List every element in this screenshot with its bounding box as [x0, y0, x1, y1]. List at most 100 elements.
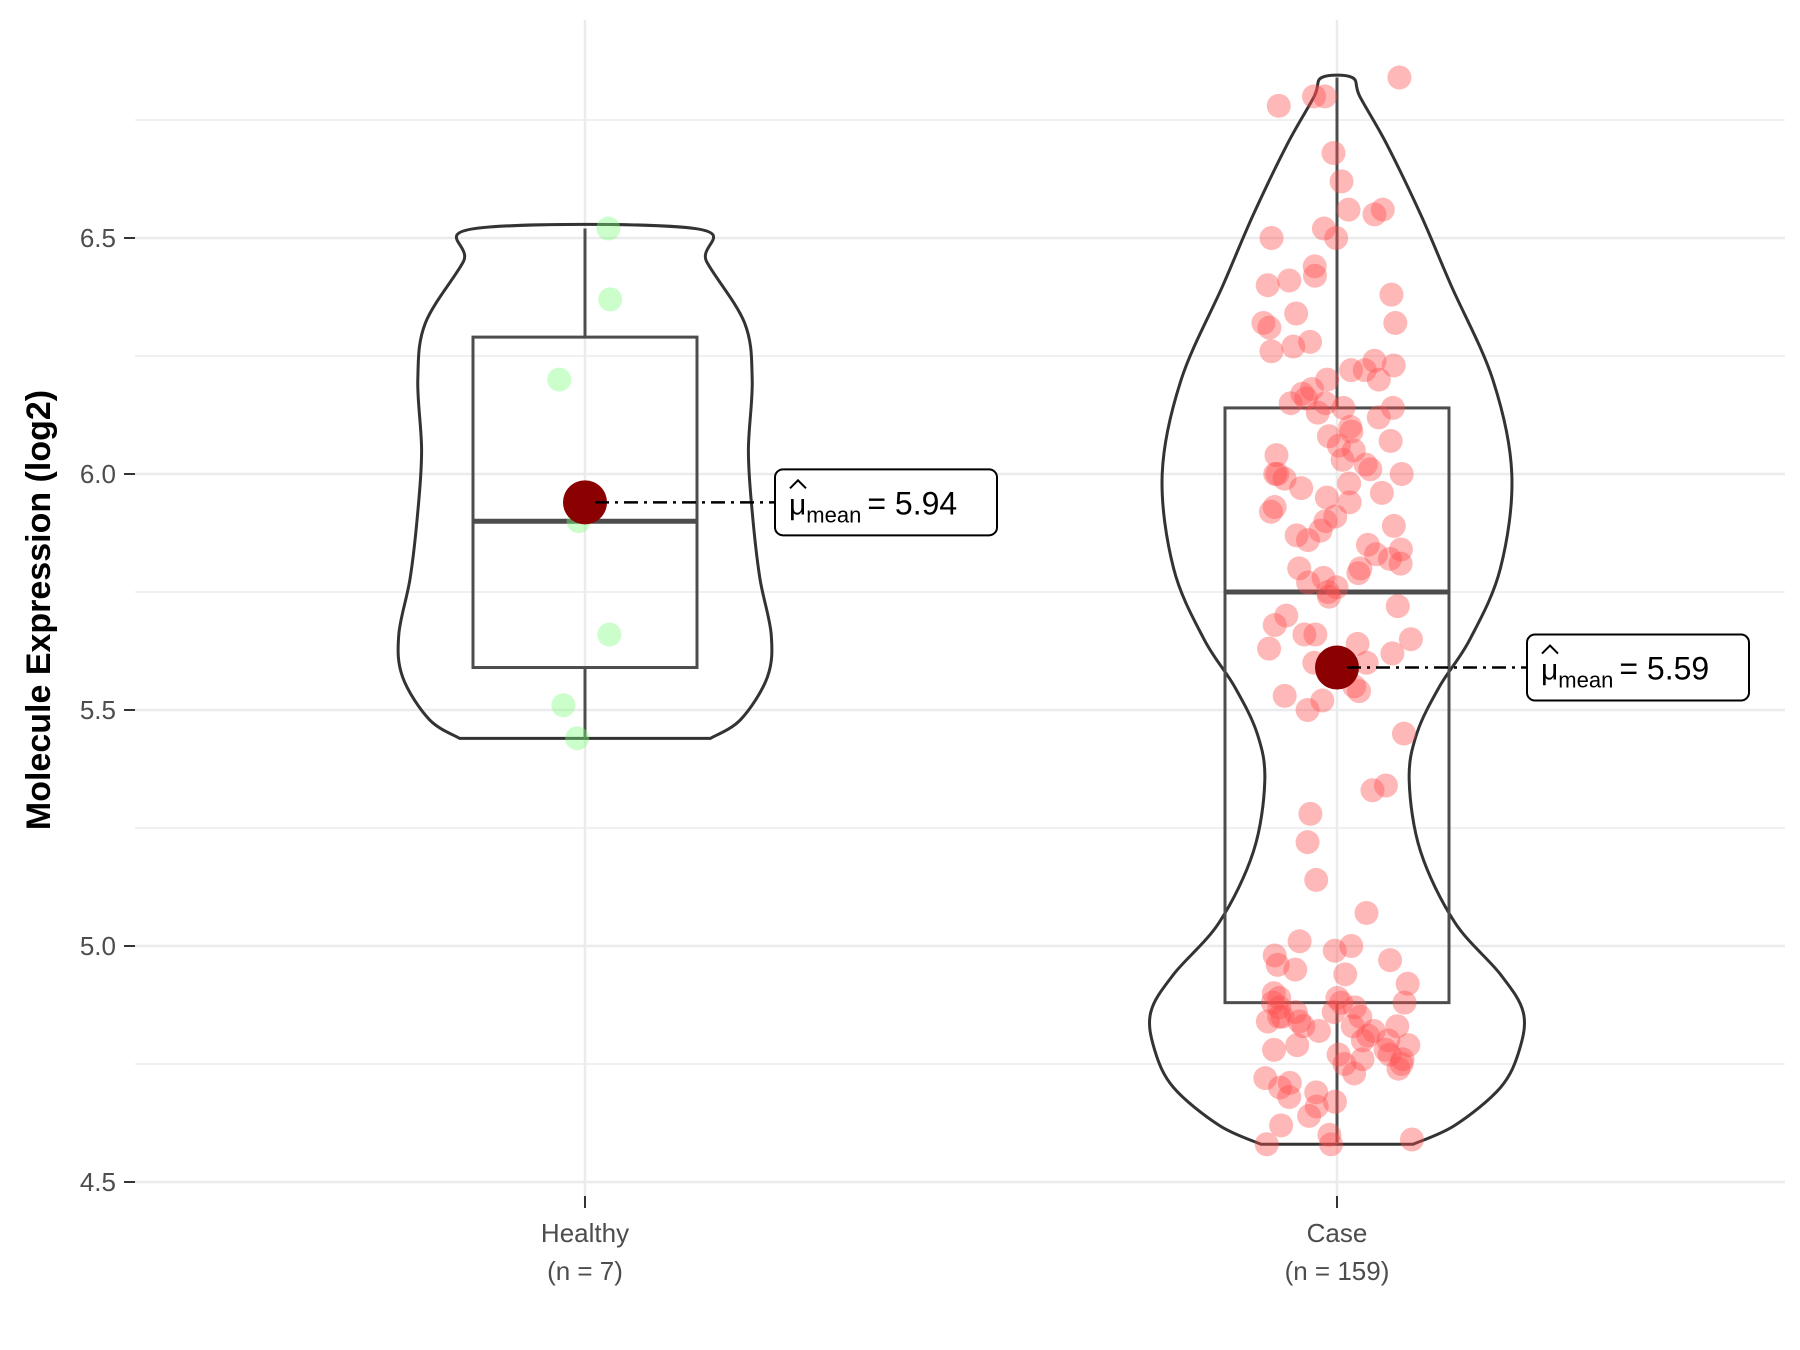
mean-label: μmean = 5.94	[789, 485, 957, 527]
data-point	[1302, 254, 1327, 279]
data-point	[1370, 197, 1395, 222]
data-point	[1350, 1028, 1375, 1053]
data-point	[1272, 683, 1297, 708]
mean-label-box	[1526, 633, 1750, 702]
data-point	[1341, 438, 1366, 463]
mean-point	[563, 480, 607, 525]
mean-point	[1315, 645, 1359, 690]
data-point	[1265, 462, 1290, 486]
box-1	[1223, 406, 1451, 1005]
data-point	[1322, 938, 1347, 963]
data-point	[1262, 943, 1287, 968]
data-point	[1380, 395, 1405, 420]
data-point	[1355, 532, 1380, 557]
data-point	[1330, 447, 1355, 472]
data-point	[1342, 1061, 1367, 1086]
data-point	[1337, 490, 1362, 515]
x-tick-label-n: (n = 7)	[547, 1256, 623, 1286]
data-point	[1378, 948, 1403, 973]
mean-label: μmean = 5.59	[1541, 651, 1709, 693]
violins	[396, 73, 1526, 1146]
data-point	[1392, 990, 1417, 1015]
data-point	[1361, 1018, 1386, 1043]
hat-icon	[1541, 644, 1559, 655]
data-point	[1277, 268, 1302, 293]
data-point	[1308, 518, 1333, 543]
data-point	[1287, 1009, 1312, 1034]
data-point	[1299, 377, 1324, 402]
data-point	[1389, 462, 1414, 486]
data-point	[1326, 1042, 1351, 1067]
data-point	[1381, 353, 1406, 378]
data-point	[1289, 476, 1314, 501]
data-point	[1388, 537, 1413, 562]
data-point	[1326, 433, 1351, 458]
points	[547, 65, 1424, 1157]
data-point	[1362, 348, 1387, 373]
data-point	[1337, 471, 1362, 496]
data-point	[1278, 391, 1303, 416]
x-tick-label: Healthy	[541, 1218, 629, 1248]
data-point	[1329, 169, 1354, 194]
data-point	[1294, 386, 1319, 411]
data-point	[1377, 1042, 1402, 1067]
data-point	[1360, 778, 1385, 803]
data-point	[1347, 679, 1372, 704]
data-point	[1366, 367, 1391, 392]
data-point	[1336, 197, 1361, 222]
data-point	[1350, 1047, 1375, 1072]
data-point	[1317, 584, 1342, 609]
data-point	[598, 287, 623, 312]
data-point	[1274, 603, 1299, 628]
data-point	[1277, 1085, 1302, 1110]
data-point	[1261, 981, 1286, 1006]
data-point	[1284, 523, 1309, 548]
data-point	[1283, 957, 1308, 982]
data-point	[1373, 1037, 1398, 1062]
data-point	[1310, 688, 1335, 713]
hat-icon	[789, 478, 807, 490]
data-point	[1366, 405, 1391, 430]
data-point	[1389, 1052, 1414, 1076]
data-point	[1257, 636, 1282, 661]
data-point	[1302, 263, 1327, 288]
data-point	[1354, 650, 1379, 675]
data-point	[1297, 1103, 1322, 1128]
data-point	[1321, 141, 1346, 166]
data-point	[1290, 381, 1315, 406]
data-point	[1317, 1122, 1342, 1147]
data-point	[597, 622, 622, 647]
data-point	[1262, 1037, 1287, 1062]
data-point	[1381, 513, 1406, 538]
data-point	[1319, 1132, 1344, 1157]
x-tick-label-n: (n = 159)	[1285, 1256, 1390, 1286]
data-point	[1378, 428, 1403, 453]
data-point	[1329, 990, 1354, 1015]
data-point	[1391, 721, 1416, 746]
mean-label-box	[774, 468, 998, 537]
box-0	[471, 335, 699, 670]
data-point	[1287, 929, 1312, 954]
data-point	[1281, 334, 1306, 359]
data-point	[1324, 575, 1349, 600]
data-point	[1296, 528, 1321, 553]
x-axis: Healthy (n = 7) Case (n = 159)	[541, 1196, 1389, 1286]
data-point	[1346, 561, 1371, 586]
data-point	[1377, 546, 1402, 571]
data-point	[1321, 1000, 1346, 1025]
data-point	[1305, 400, 1330, 425]
data-point	[1352, 358, 1377, 383]
data-point	[1338, 414, 1363, 439]
data-point	[1304, 1080, 1329, 1105]
data-point	[1257, 315, 1282, 340]
data-point	[1324, 226, 1349, 250]
data-point	[1390, 1047, 1415, 1072]
data-point	[1373, 773, 1398, 798]
data-point	[1292, 622, 1317, 647]
data-point	[596, 216, 621, 241]
data-point	[1396, 1033, 1421, 1058]
data-point	[1339, 358, 1364, 383]
violin-0	[396, 222, 774, 740]
y-tick-label: 4.5	[80, 1167, 116, 1197]
